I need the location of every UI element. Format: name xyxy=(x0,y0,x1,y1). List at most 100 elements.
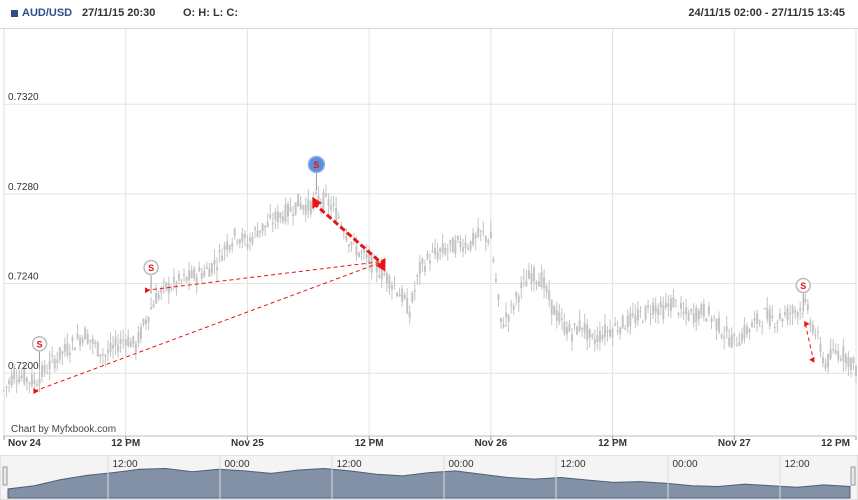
candle-body xyxy=(340,224,343,227)
candle-body xyxy=(568,323,571,332)
candle-body xyxy=(758,320,761,323)
candle-body xyxy=(852,357,855,364)
navigator-label: 12:00 xyxy=(336,459,361,470)
candle-body xyxy=(294,202,297,214)
candle-body xyxy=(624,328,627,330)
candle-body xyxy=(811,324,814,333)
signal-marker[interactable]: S xyxy=(143,259,159,294)
candle-body xyxy=(157,294,160,299)
candle-body xyxy=(413,290,416,292)
ohlc-readout: O: H: L: C: xyxy=(183,7,238,19)
candle-body xyxy=(23,369,26,384)
signal-marker[interactable]: S xyxy=(795,277,812,312)
signal-markers[interactable]: S S S S xyxy=(31,155,812,370)
candle-body xyxy=(183,274,186,276)
signal-marker[interactable]: S xyxy=(31,336,48,370)
candle-body xyxy=(322,192,325,210)
candle-body xyxy=(761,325,764,327)
candle-body xyxy=(621,315,624,328)
candle-body xyxy=(314,192,317,194)
symbol-square-icon xyxy=(11,10,18,17)
candle-body xyxy=(512,305,515,310)
candle-body xyxy=(89,339,92,342)
candle-body xyxy=(71,337,74,342)
candle-body xyxy=(13,370,16,380)
candle-body xyxy=(68,352,71,355)
navigator-label: 00:00 xyxy=(672,459,697,470)
y-tick-label: 0.7280 xyxy=(8,182,39,193)
candle-body xyxy=(398,294,401,297)
candle-body xyxy=(243,233,246,238)
candle-body xyxy=(527,270,530,279)
candle-body xyxy=(378,275,381,278)
candle-body xyxy=(345,235,348,241)
candle-body xyxy=(672,297,675,308)
candle-body xyxy=(109,342,112,352)
candle-body xyxy=(743,325,746,339)
candle-body xyxy=(124,339,127,346)
candle-body xyxy=(520,282,523,289)
candle-body xyxy=(799,307,802,311)
candle-body xyxy=(849,358,852,370)
candles xyxy=(3,184,857,398)
candle-body xyxy=(715,318,718,331)
candle-body xyxy=(18,376,21,383)
candle-body xyxy=(236,240,239,242)
candle-body xyxy=(162,282,165,284)
candle-body xyxy=(611,328,614,338)
navigator-handle-right[interactable] xyxy=(850,466,856,486)
candle-body xyxy=(127,336,130,346)
symbol-label[interactable]: AUD/USD xyxy=(22,7,73,19)
candle-body xyxy=(697,311,700,320)
candle-body xyxy=(674,299,677,301)
candle-body xyxy=(170,288,173,290)
y-tick-label: 0.7240 xyxy=(8,272,39,283)
plot-background xyxy=(0,0,858,455)
candle-body xyxy=(53,358,56,369)
candle-body xyxy=(25,377,28,382)
candle-body xyxy=(147,316,150,323)
candle-body xyxy=(175,282,178,288)
candle-body xyxy=(657,308,660,316)
price-chart[interactable]: S S S S 0.7200 0.7240 0.7280 0.7320 Nov 24 12 P… xyxy=(0,0,858,455)
trade-open-marker xyxy=(145,287,151,294)
candle-body xyxy=(565,326,568,335)
candle-body xyxy=(847,357,850,367)
candle-body xyxy=(596,335,599,343)
candle-body xyxy=(634,315,637,324)
signal-marker[interactable]: S xyxy=(307,155,326,191)
candle-body xyxy=(33,380,36,384)
candle-body xyxy=(370,254,373,273)
candle-body xyxy=(687,312,690,321)
signal-label: S xyxy=(800,281,806,291)
x-axis: Nov 24 12 PM Nov 25 12 PM Nov 26 12 PM Nov 27 1… xyxy=(3,435,857,449)
candle-body xyxy=(423,266,426,272)
candle-body xyxy=(461,247,464,252)
candle-body xyxy=(79,337,82,346)
candle-body xyxy=(446,249,449,251)
navigator-handle-left[interactable] xyxy=(2,466,8,486)
candle-body xyxy=(271,222,274,225)
candle-body xyxy=(832,349,835,351)
candle-body xyxy=(725,326,728,331)
candle-body xyxy=(477,227,480,237)
candle-body xyxy=(266,221,269,227)
candle-body xyxy=(99,354,102,357)
candle-body xyxy=(738,342,741,346)
candle-body xyxy=(188,270,191,281)
candle-body xyxy=(505,312,508,318)
candle-body xyxy=(264,225,267,228)
trade-line xyxy=(145,260,385,291)
candle-body xyxy=(598,330,601,343)
signal-circle xyxy=(795,277,812,294)
candle-body xyxy=(363,249,366,253)
navigator[interactable]: 12:00 00:00 12:00 00:00 12:00 00:00 12:00 xyxy=(0,455,858,500)
candle-body xyxy=(500,317,502,323)
candle-body xyxy=(259,230,262,233)
candle-body xyxy=(279,212,282,218)
candle-body xyxy=(337,216,340,218)
trade-open-marker xyxy=(312,196,322,209)
signal-circle xyxy=(307,155,326,174)
candle-body xyxy=(289,207,292,212)
trade-line xyxy=(34,260,385,392)
